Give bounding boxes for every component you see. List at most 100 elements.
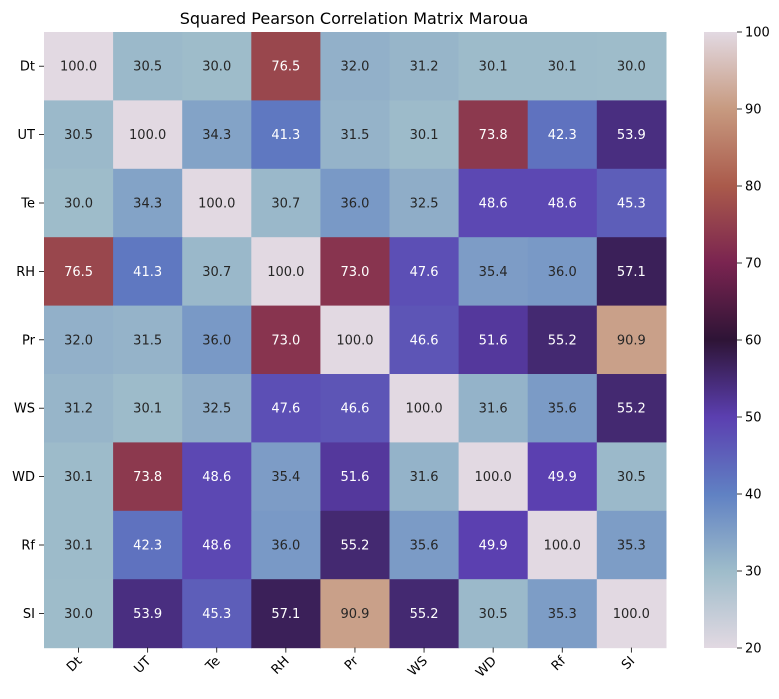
cell-label-Pr-UT: 31.5 (133, 333, 162, 348)
cell-label-WD-WD: 100.0 (475, 470, 512, 485)
cell-label-Rf-UT: 42.3 (133, 539, 162, 554)
cell-label-Rf-Pr: 55.2 (340, 539, 369, 554)
cell-label-Pr-RH: 73.0 (271, 333, 300, 348)
cell-label-Rf-Te: 48.6 (202, 539, 231, 554)
y-tick-label-UT: UT (18, 128, 36, 143)
chart-title: Squared Pearson Correlation Matrix Marou… (180, 9, 529, 28)
cell-label-UT-WS: 30.1 (410, 128, 439, 143)
x-tick-label-Te: Te (203, 654, 224, 675)
cell-label-Dt-Te: 30.0 (202, 60, 231, 75)
cell-label-UT-SI: 53.9 (617, 128, 646, 143)
colorbar-tick-label-50: 50 (745, 411, 762, 426)
y-tick-label-RH: RH (16, 265, 35, 280)
cell-label-UT-UT: 100.0 (129, 128, 166, 143)
cell-label-Pr-SI: 90.9 (617, 333, 646, 348)
y-tick-label-Dt: Dt (20, 60, 35, 75)
cell-label-SI-UT: 53.9 (133, 607, 162, 622)
cell-label-UT-Dt: 30.5 (64, 128, 93, 143)
cell-label-Te-Te: 100.0 (198, 197, 235, 212)
cell-label-Te-SI: 45.3 (617, 197, 646, 212)
cell-label-Rf-WD: 49.9 (479, 539, 508, 554)
cell-label-RH-SI: 57.1 (617, 265, 646, 280)
cell-label-Dt-Pr: 32.0 (340, 60, 369, 75)
cell-label-RH-UT: 41.3 (133, 265, 162, 280)
cell-label-SI-WD: 30.5 (479, 607, 508, 622)
cell-label-RH-RH: 100.0 (267, 265, 304, 280)
cell-label-SI-Rf: 35.3 (548, 607, 577, 622)
cell-label-WD-Dt: 30.1 (64, 470, 93, 485)
cell-label-WD-Pr: 51.6 (340, 470, 369, 485)
cell-label-Te-UT: 34.3 (133, 197, 162, 212)
y-tick-label-SI: SI (23, 607, 35, 622)
y-tick-label-Rf: Rf (21, 539, 35, 554)
cell-label-Te-WS: 32.5 (410, 197, 439, 212)
cell-label-WS-WD: 31.6 (479, 402, 508, 417)
cell-label-WS-SI: 55.2 (617, 402, 646, 417)
cell-label-Pr-Te: 36.0 (202, 333, 231, 348)
colorbar-tick-label-20: 20 (745, 642, 762, 657)
cell-label-Dt-WS: 31.2 (410, 60, 439, 75)
y-tick-label-WD: WD (12, 470, 35, 485)
cell-label-Dt-Dt: 100.0 (60, 60, 97, 75)
cell-label-RH-WD: 35.4 (479, 265, 508, 280)
cell-label-Dt-Rf: 30.1 (548, 60, 577, 75)
cell-label-UT-Te: 34.3 (202, 128, 231, 143)
cell-label-RH-Rf: 36.0 (548, 265, 577, 280)
x-tick-label-Dt: Dt (64, 654, 85, 675)
cell-label-WD-SI: 30.5 (617, 470, 646, 485)
cell-label-Te-Dt: 30.0 (64, 197, 93, 212)
x-tick-label-RH: RH (269, 654, 293, 678)
cell-label-WS-RH: 47.6 (271, 402, 300, 417)
x-tick-label-WS: WS (405, 654, 431, 680)
cell-label-SI-WS: 55.2 (410, 607, 439, 622)
colorbar-tick-label-40: 40 (745, 488, 762, 503)
cell-label-Pr-WD: 51.6 (479, 333, 508, 348)
x-tick-label-Rf: Rf (549, 654, 570, 675)
cell-label-Rf-SI: 35.3 (617, 539, 646, 554)
cell-label-Te-WD: 48.6 (479, 197, 508, 212)
cell-label-SI-SI: 100.0 (613, 607, 650, 622)
cell-label-RH-Te: 30.7 (202, 265, 231, 280)
colorbar-tick-label-70: 70 (745, 257, 762, 272)
cell-label-WD-WS: 31.6 (410, 470, 439, 485)
cell-label-Pr-Pr: 100.0 (336, 333, 373, 348)
cell-label-RH-Dt: 76.5 (64, 265, 93, 280)
cell-label-Dt-RH: 76.5 (271, 60, 300, 75)
cell-label-Rf-WS: 35.6 (410, 539, 439, 554)
cell-label-UT-Rf: 42.3 (548, 128, 577, 143)
x-tick-label-Pr: Pr (342, 653, 362, 673)
cell-label-WS-Pr: 46.6 (340, 402, 369, 417)
cell-label-Rf-Dt: 30.1 (64, 539, 93, 554)
x-tick-label-WD: WD (473, 654, 500, 681)
cell-label-Dt-SI: 30.0 (617, 60, 646, 75)
cell-label-WD-Te: 48.6 (202, 470, 231, 485)
cell-label-Pr-Rf: 55.2 (548, 333, 577, 348)
cell-label-SI-Te: 45.3 (202, 607, 231, 622)
cell-label-UT-WD: 73.8 (479, 128, 508, 143)
cell-label-Te-Rf: 48.6 (548, 197, 577, 212)
cell-label-UT-Pr: 31.5 (340, 128, 369, 143)
cell-label-WS-UT: 30.1 (133, 402, 162, 417)
cell-label-UT-RH: 41.3 (271, 128, 300, 143)
cell-label-WD-UT: 73.8 (133, 470, 162, 485)
x-axis: Dt UT Te RH Pr WS WD Rf SI (64, 648, 638, 681)
colorbar-gradient (704, 32, 737, 648)
cell-label-RH-Pr: 73.0 (340, 265, 369, 280)
x-tick-label-UT: UT (132, 654, 155, 677)
y-axis: Dt UT Te RH Pr WS WD Rf SI (12, 60, 44, 622)
colorbar-tick-label-100: 100 (745, 26, 770, 41)
cell-label-SI-Dt: 30.0 (64, 607, 93, 622)
cell-label-WS-Te: 32.5 (202, 402, 231, 417)
colorbar-tick-label-60: 60 (745, 334, 762, 349)
cell-label-WS-WS: 100.0 (405, 402, 442, 417)
cell-label-Rf-RH: 36.0 (271, 539, 300, 554)
cell-label-Te-RH: 30.7 (271, 197, 300, 212)
cell-label-WD-RH: 35.4 (271, 470, 300, 485)
cell-label-Dt-WD: 30.1 (479, 60, 508, 75)
y-tick-label-WS: WS (14, 402, 35, 417)
cell-label-SI-RH: 57.1 (271, 607, 300, 622)
cell-label-WS-Rf: 35.6 (548, 402, 577, 417)
colorbar-tick-label-90: 90 (745, 103, 762, 118)
